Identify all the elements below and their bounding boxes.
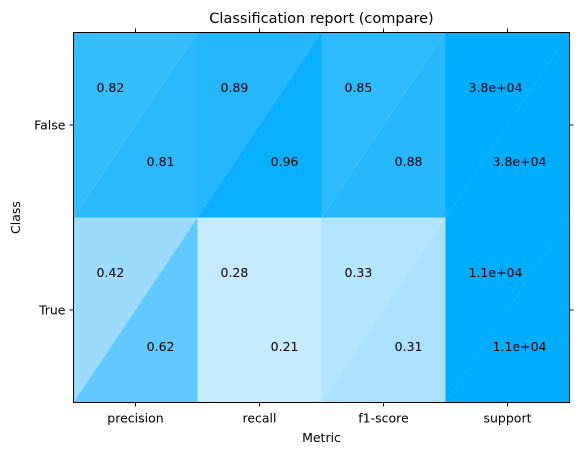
y-tick-label: False — [34, 118, 66, 133]
cell-false-precision-second — [73, 32, 198, 218]
x-tick-label: f1-score — [358, 411, 409, 426]
chart-title: Classification report (compare) — [209, 11, 433, 27]
axis-ticks: precision recall f1-score support False True — [34, 28, 574, 426]
plot-frame — [73, 32, 570, 403]
cell-label-false-precision-second: 0.81 — [147, 154, 175, 169]
cell-label-false-support-second: 3.8e+04 — [493, 154, 547, 169]
cell-label-true-f1-score-first: 0.33 — [345, 265, 373, 280]
cell-label-true-recall-first: 0.28 — [221, 265, 249, 280]
y-tick-label: True — [38, 303, 66, 318]
cell-label-true-precision-first: 0.42 — [97, 265, 125, 280]
cell-label-true-f1-score-second: 0.31 — [395, 339, 423, 354]
cell-label-false-support-first: 3.8e+04 — [469, 80, 523, 95]
cell-label-true-recall-second: 0.21 — [271, 339, 299, 354]
x-tick-label: support — [484, 411, 532, 426]
heatmap-cells: 0.82 0.81 0.89 0.96 0.85 0.88 3.8e+04 3.8e+04 0.… — [73, 32, 570, 403]
cell-label-true-support-first: 1.1e+04 — [469, 265, 523, 280]
x-tick-label: precision — [107, 411, 163, 426]
x-axis-label: Metric — [302, 430, 341, 445]
cell-label-false-recall-second: 0.96 — [271, 154, 299, 169]
cell-false-recall-second — [197, 32, 322, 218]
cell-label-true-precision-second: 0.62 — [147, 339, 175, 354]
x-tick-label: recall — [242, 411, 276, 426]
y-axis-label: Class — [8, 201, 23, 234]
cell-true-support-second — [445, 217, 570, 403]
cell-label-false-recall-first: 0.89 — [221, 80, 249, 95]
cell-false-f1-score-second — [321, 32, 446, 218]
cell-label-false-f1-score-second: 0.88 — [395, 154, 423, 169]
cell-label-false-precision-first: 0.82 — [97, 80, 125, 95]
cell-true-recall-second — [197, 217, 322, 403]
cell-true-f1-score-second — [321, 217, 446, 403]
cell-label-true-support-second: 1.1e+04 — [493, 339, 547, 354]
cell-false-support-second — [445, 32, 570, 218]
cell-label-false-f1-score-first: 0.85 — [345, 80, 373, 95]
cell-true-precision-second — [73, 217, 198, 403]
